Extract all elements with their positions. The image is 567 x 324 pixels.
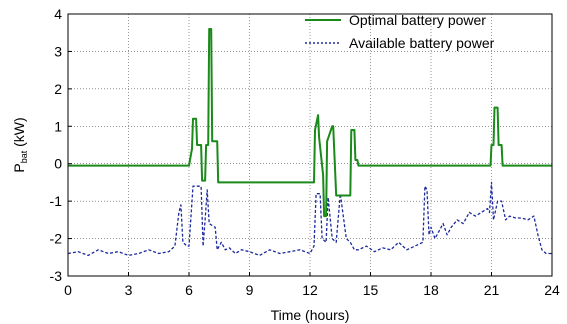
- legend-label-available: Available battery power: [349, 35, 495, 51]
- y-tick-label: -1: [50, 193, 63, 209]
- x-tick-label: 21: [484, 282, 500, 298]
- y-tick-label: 1: [54, 118, 62, 134]
- x-tick-label: 6: [185, 282, 193, 298]
- y-tick-label: -2: [50, 231, 63, 247]
- x-tick-label: 12: [302, 282, 318, 298]
- x-tick-label: 24: [544, 282, 560, 298]
- x-tick-label: 9: [246, 282, 254, 298]
- y-axis-label: Pbat (kW): [11, 117, 29, 172]
- y-axis-label-subscript: bat: [19, 150, 29, 163]
- y-tick-label: 0: [54, 156, 62, 172]
- series-available-line: [67, 181, 552, 257]
- x-tick-label: 3: [125, 282, 133, 298]
- y-axis-label-unit: (kW): [11, 117, 27, 150]
- y-tick-label: 3: [54, 43, 62, 59]
- plot-background: [68, 14, 552, 276]
- y-tick-label: 2: [54, 81, 62, 97]
- legend-label-optimal: Optimal battery power: [349, 12, 486, 28]
- x-tick-label: 0: [64, 282, 72, 298]
- y-axis-label-main: P: [11, 163, 27, 172]
- x-tick-label: 18: [423, 282, 439, 298]
- y-tick-label: 4: [54, 6, 62, 22]
- x-tick-label: 15: [363, 282, 379, 298]
- x-axis-label: Time (hours): [271, 307, 350, 323]
- series-layer: [67, 28, 552, 257]
- legend: Optimal battery power Available battery …: [305, 12, 495, 51]
- series-optimal-line: [68, 28, 552, 218]
- y-tick-label: -3: [50, 268, 63, 284]
